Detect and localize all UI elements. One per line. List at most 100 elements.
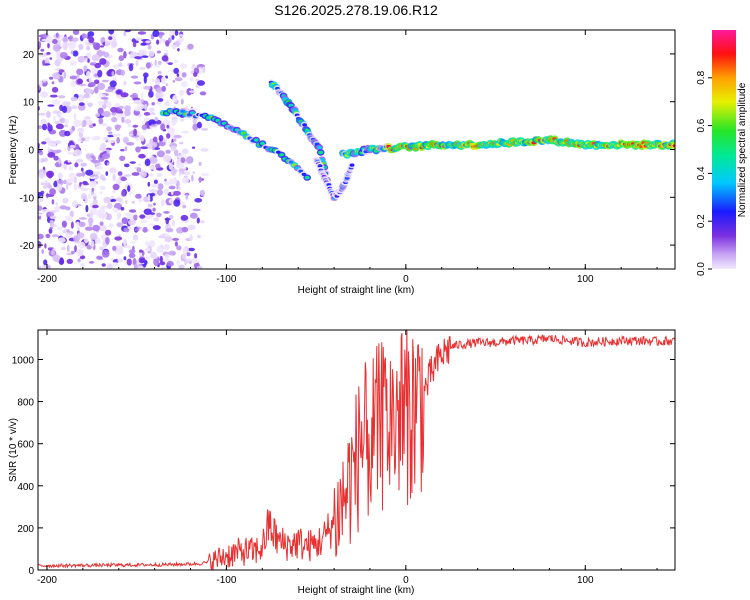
noise-speck bbox=[124, 30, 131, 33]
noise-speck bbox=[90, 210, 94, 218]
snr-xtick-label: 100 bbox=[577, 575, 594, 586]
noise-speck bbox=[123, 239, 127, 247]
snr-line bbox=[38, 330, 675, 570]
noise-speck bbox=[119, 155, 126, 161]
noise-speck bbox=[192, 171, 196, 174]
noise-speck bbox=[47, 247, 53, 251]
noise-speck bbox=[136, 167, 142, 173]
noise-speck bbox=[185, 193, 189, 200]
noise-speck bbox=[124, 146, 128, 152]
noise-speck bbox=[116, 137, 120, 144]
noise-speck bbox=[152, 136, 158, 143]
noise-speck bbox=[78, 217, 87, 220]
noise-speck bbox=[138, 257, 146, 264]
noise-speck bbox=[191, 258, 200, 264]
spectrogram-marks bbox=[38, 30, 675, 269]
noise-speck bbox=[200, 220, 205, 224]
noise-speck bbox=[147, 203, 153, 208]
noise-speck bbox=[94, 162, 102, 166]
noise-speck bbox=[86, 213, 92, 218]
noise-speck bbox=[149, 165, 156, 170]
noise-speck bbox=[111, 116, 118, 123]
noise-speck bbox=[42, 79, 49, 82]
noise-speck bbox=[151, 102, 155, 106]
noise-speck bbox=[168, 162, 174, 171]
noise-speck bbox=[160, 38, 167, 43]
noise-speck bbox=[69, 60, 77, 66]
noise-speck bbox=[142, 226, 148, 233]
noise-speck bbox=[41, 209, 50, 213]
noise-speck bbox=[129, 161, 136, 164]
noise-speck bbox=[200, 127, 209, 131]
noise-speck bbox=[175, 77, 183, 82]
noise-speck bbox=[54, 58, 61, 67]
noise-speck bbox=[159, 255, 163, 263]
noise-speck bbox=[148, 90, 154, 98]
noise-speck bbox=[133, 214, 138, 221]
noise-speck bbox=[53, 155, 59, 161]
noise-speck bbox=[133, 81, 142, 85]
noise-speck bbox=[42, 185, 48, 189]
spectrogram-xlabel: Height of straight line (km) bbox=[298, 285, 415, 296]
noise-speck bbox=[87, 193, 92, 200]
noise-speck bbox=[45, 137, 51, 144]
noise-speck bbox=[95, 165, 103, 170]
noise-speck bbox=[177, 186, 182, 191]
noise-speck bbox=[38, 205, 43, 212]
noise-speck bbox=[53, 143, 57, 148]
noise-speck bbox=[164, 178, 167, 182]
noise-speck bbox=[51, 234, 60, 238]
noise-speck bbox=[91, 187, 95, 192]
noise-speck bbox=[74, 245, 77, 253]
noise-speck bbox=[154, 78, 160, 86]
noise-speck bbox=[41, 141, 47, 145]
noise-speck bbox=[73, 119, 82, 128]
noise-speck bbox=[54, 205, 61, 212]
noise-speck bbox=[115, 89, 122, 95]
noise-speck bbox=[73, 112, 77, 121]
noise-speck bbox=[133, 263, 138, 269]
noise-speck bbox=[81, 171, 86, 177]
noise-speck bbox=[196, 217, 200, 224]
noise-speck bbox=[124, 174, 131, 177]
noise-speck bbox=[156, 189, 163, 196]
noise-speck bbox=[78, 43, 84, 50]
noise-speck bbox=[98, 117, 104, 125]
noise-speck bbox=[80, 193, 88, 200]
noise-speck bbox=[138, 163, 141, 167]
noise-speck bbox=[161, 233, 168, 236]
noise-speck bbox=[49, 188, 56, 196]
noise-speck bbox=[96, 211, 104, 218]
noise-speck bbox=[57, 179, 64, 186]
noise-speck bbox=[156, 172, 163, 178]
noise-speck bbox=[73, 183, 78, 191]
noise-speck bbox=[70, 96, 78, 102]
noise-speck bbox=[125, 199, 128, 204]
noise-speck bbox=[157, 60, 162, 65]
noise-speck bbox=[168, 198, 174, 204]
noise-speck bbox=[69, 75, 78, 80]
snr-ylabel: SNR (10 * v/v) bbox=[8, 418, 19, 482]
snr-ytick-label: 200 bbox=[17, 524, 34, 535]
noise-speck bbox=[97, 107, 104, 116]
noise-speck bbox=[141, 124, 148, 130]
noise-speck bbox=[168, 215, 174, 219]
noise-speck bbox=[102, 212, 108, 219]
noise-speck bbox=[102, 153, 110, 160]
noise-speck bbox=[123, 245, 131, 249]
noise-speck bbox=[107, 202, 113, 209]
spectrogram-xtick-label: -200 bbox=[37, 274, 57, 285]
noise-speck bbox=[123, 256, 127, 261]
noise-speck bbox=[70, 221, 74, 229]
noise-speck bbox=[128, 252, 136, 259]
noise-speck bbox=[156, 150, 165, 158]
noise-speck bbox=[173, 67, 179, 74]
noise-speck bbox=[112, 133, 121, 137]
noise-speck bbox=[163, 154, 172, 163]
noise-speck bbox=[48, 228, 53, 234]
noise-speck bbox=[117, 47, 124, 53]
noise-speck bbox=[163, 188, 169, 195]
noise-speck bbox=[57, 172, 63, 180]
